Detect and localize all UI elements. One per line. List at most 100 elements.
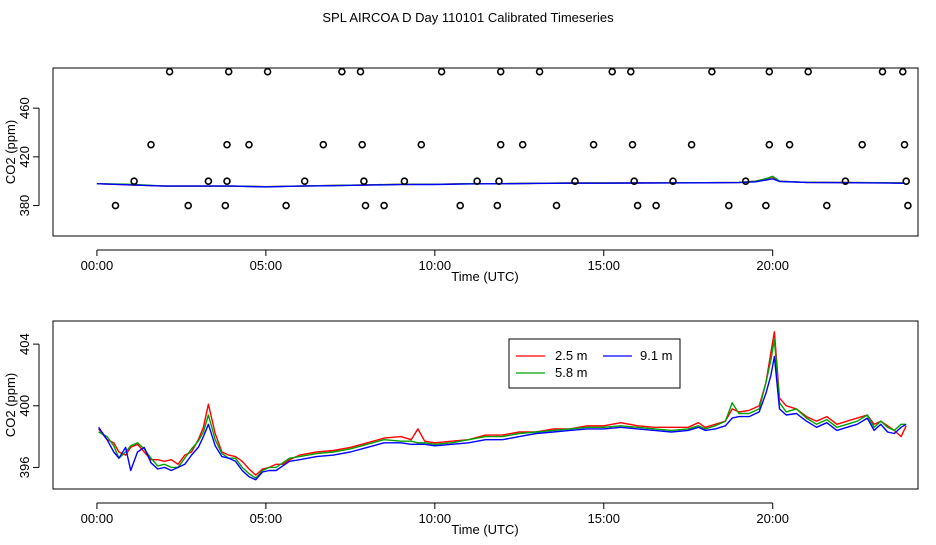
scatter-point [282, 201, 290, 210]
legend-box [508, 338, 681, 389]
scatter-point [535, 67, 544, 76]
scatter-point [300, 177, 309, 185]
y-tick-label: 400 [17, 395, 32, 417]
scatter-point [762, 201, 770, 210]
scatter-point [356, 67, 365, 76]
x-tick-label: 15:00 [587, 511, 620, 526]
scatter-point [898, 67, 907, 76]
scatter-point [822, 201, 831, 210]
scatter-point [380, 201, 388, 210]
scatter-point [518, 140, 527, 149]
x-tick-label: 20:00 [756, 258, 789, 273]
scatter-point [633, 201, 642, 210]
scatter-point [900, 140, 909, 149]
scatter-group [111, 67, 912, 210]
x-axis: 00:00 05:00 10:00 15:00 20:00 [81, 502, 789, 526]
series-line-9-1-m [96, 178, 905, 188]
scatter-point [608, 67, 617, 76]
scatter-point [496, 67, 505, 76]
scatter-point [223, 177, 231, 185]
y-tick-label: 420 [17, 146, 32, 168]
series-group [96, 175, 905, 188]
x-tick-label: 15:00 [587, 258, 620, 273]
scatter-point [184, 201, 192, 210]
scatter-point [652, 201, 660, 210]
scatter-point [741, 177, 750, 185]
figure-title: SPL AIRCOA D Day 110101 Calibrated Times… [322, 10, 614, 25]
x-tick-label: 00:00 [81, 258, 114, 273]
scatter-point [165, 67, 174, 76]
y-tick-label: 404 [17, 333, 32, 355]
scatter-point [858, 140, 867, 149]
scatter-point [765, 67, 774, 76]
bottom-panel: 00:00 05:00 10:00 15:00 20:00 396 400 404 Time… [3, 320, 919, 537]
scatter-point [130, 177, 138, 185]
scatter-point [904, 201, 912, 210]
scatter-point [841, 177, 850, 185]
series-line-9-1-m [98, 355, 907, 481]
series-group [98, 331, 907, 481]
scatter-point [338, 67, 346, 76]
x-axis-label: Time (UTC) [451, 522, 518, 537]
y-tick-label: 460 [17, 97, 32, 119]
y-axis: 396 400 404 [17, 333, 40, 479]
scatter-point [628, 140, 637, 149]
scatter-point [473, 177, 481, 185]
y-tick-label: 380 [17, 195, 32, 217]
y-tick-label: 396 [17, 457, 32, 479]
scatter-point [878, 67, 887, 76]
scatter-point [495, 177, 503, 185]
x-tick-label: 10:00 [419, 511, 452, 526]
scatter-point [456, 201, 465, 210]
x-tick-label: 05:00 [250, 258, 283, 273]
scatter-point [111, 201, 120, 210]
scatter-point [724, 201, 733, 210]
x-tick-label: 20:00 [756, 511, 789, 526]
plot-frame [52, 67, 919, 237]
scatter-point [708, 67, 716, 76]
scatter-point [589, 140, 598, 149]
scatter-point [804, 67, 813, 76]
scatter-point [263, 67, 272, 76]
scatter-point [552, 201, 561, 210]
legend-label-9-1m: 9.1 m [640, 348, 673, 363]
scatter-point [147, 140, 155, 149]
scatter-point [223, 140, 231, 149]
scatter-point [630, 177, 639, 185]
scatter-point [493, 201, 502, 210]
x-axis: 00:00 05:00 10:00 15:00 20:00 [81, 249, 789, 273]
scatter-point [400, 177, 409, 185]
scatter-point [437, 67, 446, 76]
y-axis: 380 420 460 [17, 97, 40, 217]
y-axis-label: CO2 (ppm) [3, 120, 18, 184]
scatter-point [221, 201, 230, 210]
scatter-point [571, 177, 579, 185]
legend: 2.5 m 9.1 m 5.8 m [508, 338, 681, 389]
legend-label-2-5m: 2.5 m [555, 348, 588, 363]
scatter-point [224, 67, 233, 76]
scatter-point [626, 67, 635, 76]
scatter-point [496, 140, 505, 149]
scatter-point [765, 140, 774, 149]
legend-label-5-8m: 5.8 m [555, 365, 588, 380]
scatter-point [417, 140, 426, 149]
scatter-point [204, 177, 213, 185]
y-axis-label: CO2 (ppm) [3, 373, 18, 437]
x-tick-label: 00:00 [81, 511, 114, 526]
scatter-point [319, 140, 328, 149]
scatter-point [669, 177, 677, 185]
plot-frame [52, 320, 919, 490]
scatter-point [902, 177, 911, 185]
x-axis-label: Time (UTC) [451, 269, 518, 284]
scatter-point [785, 140, 794, 149]
x-tick-label: 05:00 [250, 511, 283, 526]
top-panel: 00:00 05:00 10:00 15:00 20:00 380 420 460 Time… [3, 67, 919, 284]
scatter-point [360, 177, 368, 185]
series-line-5-8-m [98, 338, 907, 479]
scatter-point [361, 201, 370, 210]
x-tick-label: 10:00 [419, 258, 452, 273]
scatter-point [358, 140, 367, 149]
scatter-point [687, 140, 696, 149]
